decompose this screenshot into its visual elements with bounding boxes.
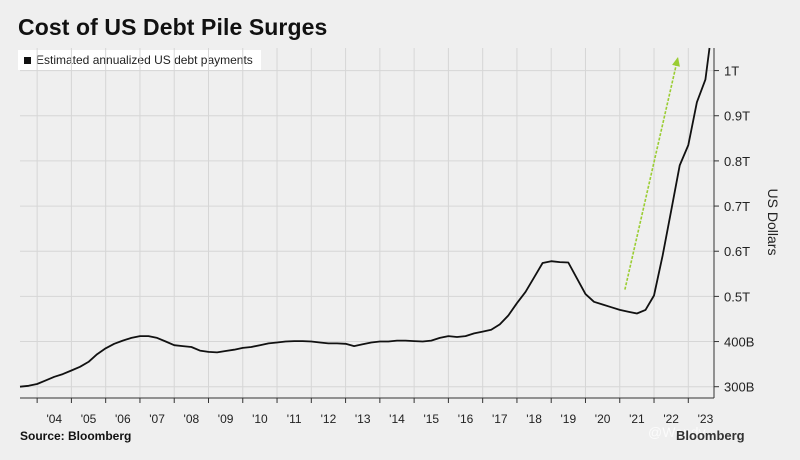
- x-tick-label: '04: [46, 412, 62, 426]
- y-tick-label: 400B: [724, 335, 754, 350]
- y-tick-label: 300B: [724, 380, 754, 395]
- x-tick-label: '20: [595, 412, 611, 426]
- x-tick-label: '15: [423, 412, 439, 426]
- x-tick-label: '21: [629, 412, 645, 426]
- watermark: @Wendy: [648, 424, 706, 440]
- y-tick-label: 0.6T: [724, 244, 750, 259]
- x-tick-label: '14: [389, 412, 405, 426]
- x-tick-label: '05: [81, 412, 97, 426]
- y-tick-label: 0.8T: [724, 154, 750, 169]
- gridlines: [20, 48, 714, 398]
- x-tick-label: '09: [218, 412, 234, 426]
- x-tick-label: '12: [321, 412, 337, 426]
- x-tick-label: '22: [663, 412, 679, 426]
- trend-arrow: [624, 56, 679, 290]
- x-tick-label: '17: [492, 412, 508, 426]
- legend: Estimated annualized US debt payments: [18, 50, 261, 70]
- x-tick-label: '10: [252, 412, 268, 426]
- y-axis-ticks: 300B 400B 0.5T 0.6T 0.7T 0.8T 0.9T 1T: [714, 64, 754, 395]
- y-tick-label: 0.9T: [724, 109, 750, 124]
- legend-label: Estimated annualized US debt payments: [36, 53, 253, 67]
- brand-logo: Bloomberg: [676, 428, 745, 443]
- x-tick-label: '16: [458, 412, 474, 426]
- series-line-debt-payments: [19, 47, 711, 388]
- y-tick-label: 0.7T: [724, 199, 750, 214]
- annotations: [624, 56, 680, 290]
- x-tick-label: '08: [184, 412, 200, 426]
- y-tick-label: 1T: [724, 64, 739, 79]
- y-axis-label: US Dollars: [765, 189, 781, 256]
- x-tick-label: '13: [355, 412, 371, 426]
- chart-title: Cost of US Debt Pile Surges: [18, 14, 328, 40]
- trend-arrow-head: [672, 57, 680, 67]
- x-tick-label: '06: [115, 412, 131, 426]
- x-axis-ticks: '04 '05 '06 '07 '08 '09 '10 '11 '12 '13 '14 '15 '16 '…: [36, 398, 714, 426]
- x-tick-label: '23: [698, 412, 714, 426]
- source-note: Source: Bloomberg: [20, 429, 132, 443]
- y-tick-label: 0.5T: [724, 289, 750, 304]
- x-tick-label: '18: [526, 412, 542, 426]
- x-tick-label: '19: [561, 412, 577, 426]
- x-tick-label: '11: [287, 412, 302, 426]
- x-tick-label: '07: [149, 412, 165, 426]
- legend-swatch: [24, 56, 31, 64]
